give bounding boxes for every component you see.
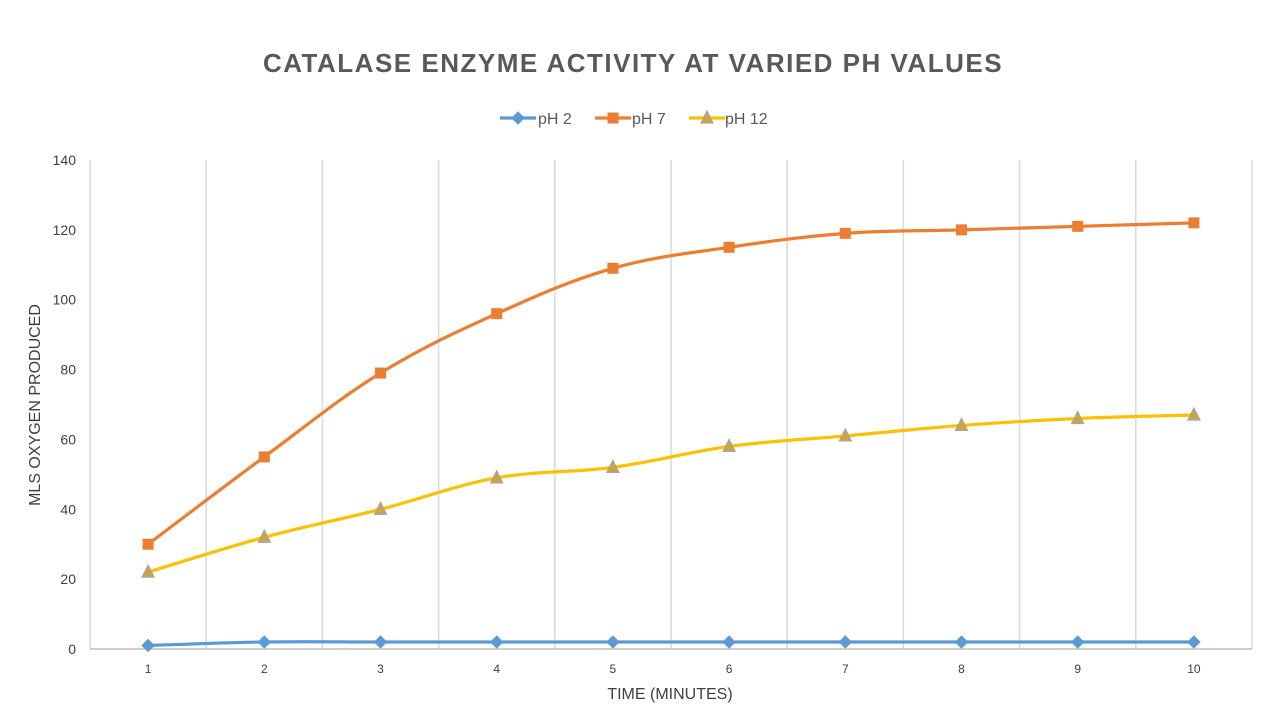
point-ph-12-2 bbox=[257, 528, 272, 543]
point-ph-12-4 bbox=[489, 469, 504, 484]
x-tick-label-1: 1 bbox=[145, 662, 152, 676]
x-axis-label: TIME (MINUTES) bbox=[607, 686, 732, 703]
x-tick-label-3: 3 bbox=[377, 662, 384, 676]
point-ph-7-9 bbox=[1072, 220, 1084, 232]
series-line-ph-12 bbox=[146, 413, 1196, 574]
point-ph-7-3 bbox=[375, 367, 386, 379]
y-tick-label-80: 80 bbox=[60, 362, 76, 378]
point-ph-7-4 bbox=[491, 308, 503, 320]
x-tick-label-5: 5 bbox=[610, 662, 617, 676]
point-ph-2-7 bbox=[838, 635, 853, 649]
series-ph-2 bbox=[141, 635, 1201, 653]
x-tick-label-8: 8 bbox=[958, 662, 965, 676]
point-ph-2-9 bbox=[1070, 635, 1085, 649]
legend-item-ph-2: pH 2 bbox=[500, 111, 572, 128]
series-line-ph-2 bbox=[146, 640, 1196, 648]
point-ph-12-7 bbox=[838, 427, 853, 442]
legend-label-ph-7: pH 7 bbox=[632, 111, 666, 128]
series-line-ph-7 bbox=[146, 221, 1196, 546]
x-tick-label-9: 9 bbox=[1074, 662, 1081, 676]
y-tick-label-120: 120 bbox=[53, 222, 77, 238]
point-ph-12-8 bbox=[954, 417, 969, 432]
series-ph-12 bbox=[141, 406, 1201, 578]
legend-item-ph-7: pH 7 bbox=[595, 111, 666, 128]
y-tick-label-0: 0 bbox=[68, 641, 76, 657]
legend-marker-ph-2 bbox=[511, 111, 525, 125]
y-tick-label-40: 40 bbox=[60, 501, 76, 517]
point-ph-2-10 bbox=[1187, 635, 1201, 649]
y-axis-ticks: 0 20 40 60 80 100 120 140 bbox=[53, 152, 77, 657]
point-ph-7-10 bbox=[1188, 217, 1200, 229]
point-ph-2-6 bbox=[722, 635, 736, 649]
point-ph-7-8 bbox=[956, 224, 967, 236]
series-ph-7 bbox=[142, 217, 1200, 550]
point-ph-7-2 bbox=[258, 451, 270, 463]
y-tick-label-100: 100 bbox=[53, 292, 77, 308]
series-group bbox=[141, 217, 1201, 653]
y-tick-label-20: 20 bbox=[60, 571, 76, 587]
y-tick-label-60: 60 bbox=[60, 431, 76, 447]
x-tick-label-2: 2 bbox=[261, 662, 268, 676]
gridlines bbox=[89, 160, 1253, 649]
point-ph-12-6 bbox=[722, 438, 737, 453]
point-ph-7-1 bbox=[142, 538, 154, 550]
legend-marker-ph-7 bbox=[607, 112, 619, 124]
y-axis-label: MLS OXYGEN PRODUCED bbox=[27, 304, 44, 506]
point-ph-2-1 bbox=[141, 638, 155, 653]
x-tick-label-10: 10 bbox=[1187, 662, 1201, 676]
point-ph-12-1 bbox=[141, 563, 156, 578]
point-ph-2-8 bbox=[954, 635, 969, 649]
legend: pH 2 pH 7 pH 12 bbox=[500, 109, 768, 128]
point-ph-2-5 bbox=[606, 635, 620, 649]
point-ph-12-5 bbox=[605, 459, 620, 473]
point-ph-7-5 bbox=[607, 262, 619, 274]
y-tick-label-140: 140 bbox=[53, 152, 77, 168]
point-ph-2-2 bbox=[257, 635, 272, 649]
chart-title: CATALASE ENZYME ACTIVITY AT VARIED PH VA… bbox=[263, 48, 1003, 78]
point-ph-2-4 bbox=[489, 635, 504, 649]
point-ph-12-10 bbox=[1186, 406, 1201, 421]
legend-marker-ph-12 bbox=[700, 109, 714, 124]
x-tick-label-6: 6 bbox=[726, 662, 733, 676]
legend-label-ph-12: pH 12 bbox=[725, 111, 768, 128]
legend-label-ph-2: pH 2 bbox=[538, 111, 572, 128]
point-ph-7-6 bbox=[723, 241, 735, 253]
point-ph-7-7 bbox=[839, 227, 851, 239]
point-ph-2-3 bbox=[373, 635, 388, 649]
x-tick-label-7: 7 bbox=[842, 662, 849, 676]
point-ph-12-9 bbox=[1070, 410, 1085, 425]
x-tick-label-4: 4 bbox=[493, 662, 500, 676]
point-ph-12-3 bbox=[373, 500, 388, 515]
x-axis-ticks: 1 2 3 4 5 6 7 8 9 10 bbox=[145, 662, 1201, 676]
legend-item-ph-12: pH 12 bbox=[689, 109, 768, 128]
